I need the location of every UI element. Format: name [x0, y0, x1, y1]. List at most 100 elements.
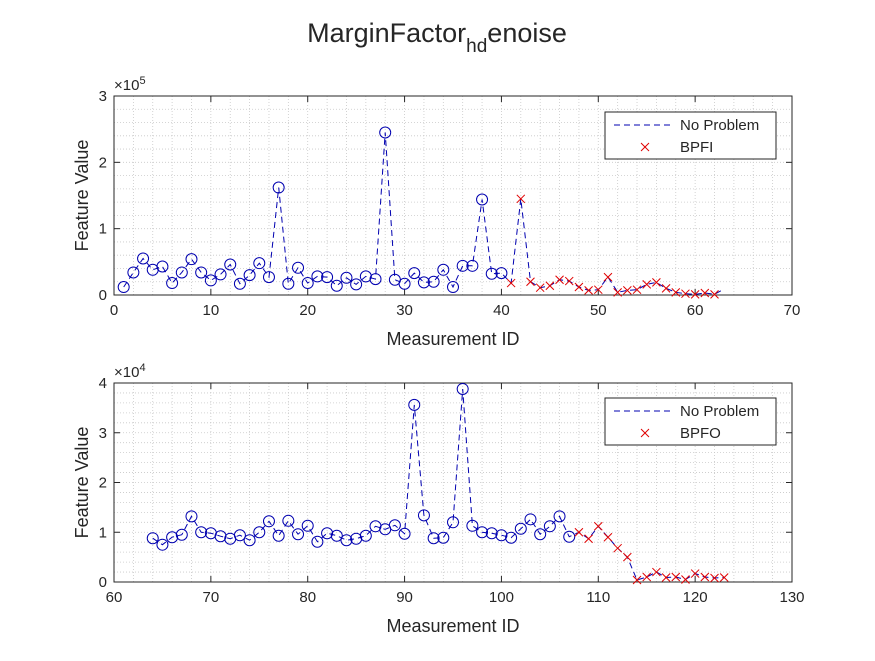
- point-no-problem: [485, 527, 498, 540]
- x-tick-label: 90: [396, 589, 413, 606]
- series-line-no-problem: [152, 388, 725, 581]
- point-no-problem: [398, 527, 411, 540]
- point-no-problem: [214, 530, 227, 543]
- point-no-problem: [117, 281, 130, 294]
- point-no-problem: [253, 526, 266, 539]
- top-chart-panel: 0 10 20 30 40 50 60 70 0 1 2 3 ×105 Measurement ID Fea…: [72, 75, 800, 349]
- point-no-problem: [272, 181, 285, 194]
- point-no-problem: [485, 267, 498, 280]
- x-tick-label: 60: [687, 302, 704, 319]
- x-stroke: [661, 573, 671, 582]
- point-no-problem: [156, 260, 169, 273]
- y-tick-label: 3: [99, 425, 107, 442]
- point-fault-x: [652, 278, 661, 287]
- y-tick-label: 0: [99, 574, 107, 591]
- x-stroke: [642, 572, 652, 582]
- point-no-problem: [359, 270, 372, 283]
- x-stroke: [632, 285, 642, 295]
- point-fault-x: [632, 285, 642, 295]
- x-stroke: [535, 283, 545, 293]
- point-no-problem: [340, 534, 353, 547]
- legend-label-no-problem: No Problem: [680, 117, 759, 134]
- point-no-problem: [262, 271, 275, 284]
- point-fault-x: [535, 283, 545, 293]
- x-tick-label: 0: [110, 302, 118, 319]
- x-stroke: [690, 569, 700, 578]
- point-fault-x: [710, 573, 719, 583]
- x-stroke: [613, 543, 623, 553]
- point-no-problem: [408, 267, 421, 280]
- x-tick-label: 130: [779, 589, 804, 606]
- x-stroke: [516, 194, 526, 204]
- y-axis-label: Feature Value: [72, 140, 92, 252]
- point-fault-x: [555, 275, 564, 285]
- bottom-chart-panel: 60 70 80 90 100 110 120 130 0 1 2 3 4 ×104 Measurement…: [72, 362, 805, 636]
- point-fault-x: [632, 575, 642, 585]
- x-stroke: [632, 575, 642, 585]
- axes-frame: [113, 95, 793, 296]
- y-tick-label: 1: [99, 524, 107, 541]
- x-stroke: [710, 289, 719, 299]
- point-no-problem: [408, 398, 421, 411]
- y-tick-label: 2: [99, 475, 107, 492]
- point-no-problem: [243, 534, 256, 547]
- x-stroke: [603, 272, 613, 282]
- point-no-problem: [137, 252, 150, 265]
- point-fault-x: [671, 572, 681, 582]
- point-no-problem: [476, 526, 489, 539]
- point-no-problem: [417, 276, 430, 289]
- point-no-problem: [185, 510, 198, 523]
- point-fault-x: [603, 532, 613, 542]
- x-tick-label: 70: [784, 302, 801, 319]
- point-no-problem: [185, 253, 198, 266]
- x-stroke: [640, 428, 650, 438]
- point-no-problem: [272, 529, 285, 542]
- x-tick-label: 20: [299, 302, 316, 319]
- x-stroke: [584, 534, 593, 544]
- point-no-problem: [340, 271, 353, 284]
- x-stroke: [661, 284, 671, 293]
- figure-title: MarginFactorhdenoise: [307, 18, 567, 57]
- point-no-problem: [292, 528, 305, 541]
- point-no-problem: [175, 528, 188, 541]
- x-tick-label: 80: [299, 589, 316, 606]
- x-tick-label: 100: [489, 589, 514, 606]
- point-no-problem: [282, 277, 295, 290]
- point-no-problem: [495, 529, 508, 542]
- x-stroke: [690, 289, 700, 299]
- point-no-problem: [534, 528, 547, 541]
- point-no-problem: [505, 531, 518, 544]
- x-tick-label: 110: [586, 589, 610, 606]
- point-no-problem: [156, 538, 169, 551]
- point-no-problem: [427, 532, 440, 545]
- point-fault-x: [700, 288, 710, 298]
- y-tick-label: 2: [99, 154, 107, 171]
- point-fault-x: [613, 543, 623, 553]
- legend-label-fault: BPFI: [680, 139, 713, 156]
- x-tick-label: 50: [590, 302, 607, 319]
- x-tick-label: 40: [493, 302, 510, 319]
- point-no-problem: [359, 529, 372, 542]
- point-no-problem: [292, 261, 305, 274]
- title-tail: enoise: [487, 18, 567, 48]
- point-no-problem: [398, 277, 411, 290]
- point-no-problem: [543, 520, 556, 533]
- legend-label-fault: BPFO: [680, 425, 721, 442]
- x-stroke: [710, 573, 719, 583]
- point-fault-x: [681, 575, 690, 584]
- point-no-problem: [524, 513, 537, 526]
- point-no-problem: [350, 278, 363, 291]
- point-no-problem: [224, 258, 237, 271]
- point-no-problem: [456, 259, 469, 272]
- x-stroke: [652, 278, 661, 287]
- point-fault-x: [671, 287, 681, 297]
- point-no-problem: [466, 519, 479, 532]
- x-tick-label: 70: [203, 589, 220, 606]
- point-no-problem: [427, 275, 440, 288]
- y-tick-label: 4: [99, 375, 107, 392]
- point-fault-x: [574, 527, 584, 537]
- y-exponent-label: ×105: [114, 75, 146, 94]
- title-subscript: hd: [466, 36, 487, 57]
- x-stroke: [671, 287, 681, 297]
